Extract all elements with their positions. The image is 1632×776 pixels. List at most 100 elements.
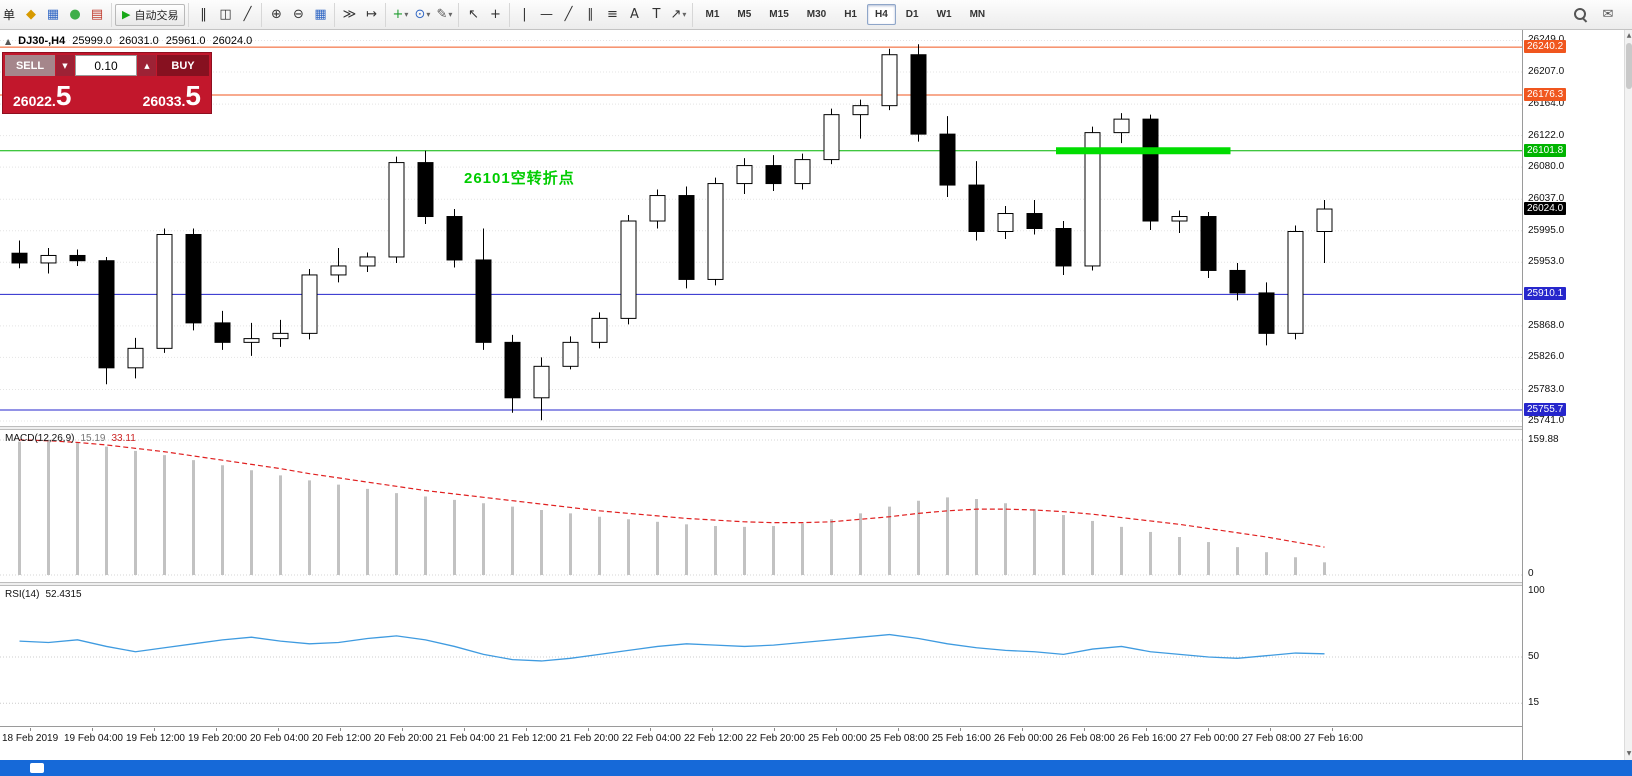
market-watch-icon[interactable]: ● [64,4,86,26]
vertical-line-icon: | [522,7,527,22]
price-axis: 26249.0 26207.0 26164.0 26122.0 26080.0 26037… [1522,30,1624,760]
price-axis-label: 25995.0 [1528,224,1565,236]
rsi-chart [0,633,1522,704]
crosshair-icon: + [490,7,501,22]
pane-divider[interactable] [0,582,1632,586]
fibonacci-icon[interactable]: ≡ [601,4,623,26]
timeframe-m1-button[interactable]: M1 [705,9,720,20]
buy-button[interactable]: BUY [157,55,209,76]
channel-icon[interactable]: ∥ [579,4,601,26]
buy-price[interactable]: 26033. 5 [142,80,201,111]
time-axis-tick [1270,728,1271,731]
arrows-icon[interactable]: ↗ ▾ [667,4,689,26]
chart-shift-icon[interactable]: ↦ [360,4,382,26]
periods-icon: ⊙ [414,7,426,22]
chevron-down-icon: ▾ [448,10,453,19]
trendline-icon: ╱ [564,7,573,22]
price-axis-label: 25826.0 [1528,351,1565,363]
horizontal-line-icon: — [539,7,553,22]
vertical-scrollbar[interactable]: ▲ ▼ [1624,30,1632,760]
vertical-line-icon[interactable]: | [513,4,535,26]
trendline-icon[interactable]: ╱ [557,4,579,26]
new-order-icon[interactable]: ◆ [20,4,42,26]
symbol-name: DJ30-,H4 [18,35,66,47]
rsi-axis-label: 15 [1528,697,1540,709]
macd-histogram [18,439,1326,575]
time-axis-label: 19 Feb 20:00 [188,733,247,744]
line-chart-icon: ╱ [243,7,252,22]
sell-button[interactable]: SELL [5,55,55,76]
sell-price[interactable]: 26022. 5 [13,80,72,111]
autotrading-group: ▶ 自动交易 [112,2,190,27]
time-axis-tick [1146,728,1147,731]
timeframe-h1-button[interactable]: H1 [844,9,857,20]
zoom-out-icon[interactable]: ⊖ [287,4,309,26]
insert-group: + ▾ ⊙ ▾ ✎ ▾ [386,2,460,27]
bar-chart-icon: ‖ [200,7,207,22]
time-axis-label: 27 Feb 08:00 [1242,733,1301,744]
status-bar-icon[interactable] [30,763,44,773]
timeframe-m30-button[interactable]: M30 [806,9,827,20]
tile-windows-icon[interactable]: ▦ [309,4,331,26]
timeframe-m15-button[interactable]: M15 [769,9,789,20]
annotation-text[interactable]: 26101空转折点 [464,170,575,187]
zoom-out-icon: ⊖ [293,7,304,22]
rsi-line [19,633,1325,662]
time-axis-tick [1084,728,1085,731]
price-line-badge: 26101.8 [1524,143,1567,157]
time-axis-label: 26 Feb 00:00 [994,733,1053,744]
timeframe-m5-button[interactable]: M5 [737,9,752,20]
mail-icon[interactable]: ✉ [1597,4,1619,26]
new-order-text[interactable]: 单 [3,8,16,22]
crosshair-icon[interactable]: + [484,4,506,26]
lot-size-input[interactable] [75,55,137,76]
lot-decrease-button[interactable]: ▼ [56,55,74,76]
auto-scroll-icon[interactable]: ≫ [338,4,360,26]
time-axis-label: 27 Feb 00:00 [1180,733,1239,744]
macd-pane[interactable]: MACD(12,26,9) 15.19 33.11 [0,430,1522,582]
main-chart-pane[interactable]: 26101空转折点 [0,30,1522,426]
autotrading-button[interactable]: ▶ 自动交易 [115,3,186,26]
chart-window-icon[interactable]: ▦ [42,4,64,26]
time-axis-label: 19 Feb 12:00 [126,733,185,744]
time-axis-label: 21 Feb 04:00 [436,733,495,744]
horizontal-line-icon[interactable]: — [535,4,557,26]
toolbar: 单 ◆ ▦ ● ▤ ▶ 自动交易 ‖ ◫ ╱ ⊕ ⊖ ▦ ≫ ↦ + ▾ ⊙ ▾ ✎ ▾ ↖ + | — ╱ ∥ ≡ A T ↗ ▾ M1 M… [0,0,1632,30]
channel-icon: ∥ [587,7,594,22]
time-axis-tick [402,728,403,731]
templates-icon[interactable]: ✎ ▾ [433,4,455,26]
indicators-icon[interactable]: + ▾ [389,4,411,26]
chart-window: 26101空转折点 ▲ DJ30-,H4 25999.0 26031.0 259… [0,30,1632,760]
scroll-up-icon[interactable]: ▲ [1626,32,1632,39]
line-chart-icon[interactable]: ╱ [236,4,258,26]
cursor-icon[interactable]: ↖ [462,4,484,26]
trade-panel-toggle-icon[interactable]: ▲ [5,36,12,46]
time-axis-tick [774,728,775,731]
scrollbar-thumb[interactable] [1626,43,1632,89]
price-axis-label: 26037.0 [1528,193,1565,205]
time-axis-tick [960,728,961,731]
price-axis-label: 26249.0 [1528,34,1564,45]
candlestick-chart-icon[interactable]: ◫ [214,4,236,26]
text-label-icon[interactable]: T [645,4,667,26]
periods-icon[interactable]: ⊙ ▾ [411,4,433,26]
text-icon[interactable]: A [623,4,645,26]
price-axis-label: 26207.0 [1528,65,1565,77]
pane-divider[interactable] [0,426,1632,430]
scroll-down-icon[interactable]: ▼ [1626,750,1632,757]
time-axis-label: 20 Feb 20:00 [374,733,433,744]
timeframe-h4-button[interactable]: H4 [867,4,896,25]
lot-increase-button[interactable]: ▲ [138,55,156,76]
highlight-segment[interactable] [1056,147,1231,155]
time-axis-tick [526,728,527,731]
zoom-in-icon[interactable]: ⊕ [265,4,287,26]
bar-chart-icon[interactable]: ‖ [192,4,214,26]
navigator-icon[interactable]: ▤ [86,4,108,26]
rsi-pane[interactable]: RSI(14) 52.4315 [0,586,1522,726]
timeframe-d1-button[interactable]: D1 [905,9,919,20]
timeframe-w1-button[interactable]: W1 [936,9,952,20]
search-icon[interactable] [1569,4,1591,26]
timeframe-mn-button[interactable]: MN [969,9,986,20]
time-axis-label: 25 Feb 16:00 [932,733,991,744]
candles-layer [11,44,1333,421]
